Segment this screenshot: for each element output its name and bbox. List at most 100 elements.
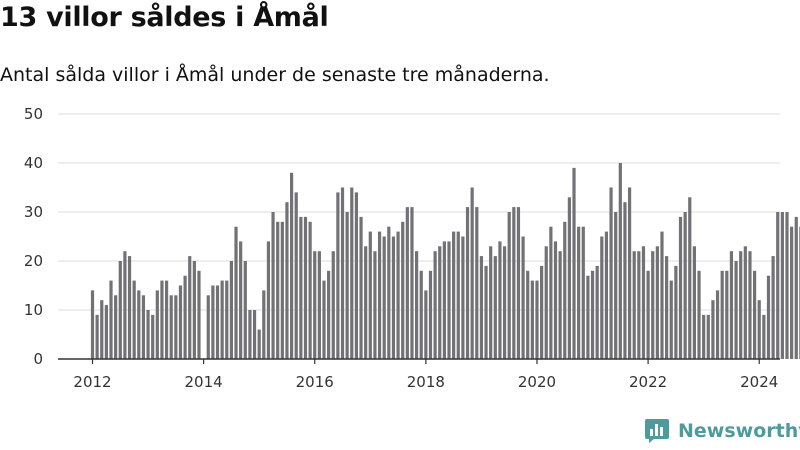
bar (502, 246, 507, 359)
bar (289, 172, 294, 359)
bar (331, 251, 335, 359)
bar (345, 212, 349, 359)
y-tick-label: 40 (24, 154, 43, 172)
bar (632, 251, 636, 359)
bar (188, 256, 192, 359)
bar (364, 246, 368, 359)
bar (581, 226, 585, 359)
newsworthy-logo: Newsworthy (644, 418, 800, 444)
bar (794, 216, 798, 359)
bar (308, 221, 312, 359)
bar (484, 265, 488, 359)
bar (127, 256, 132, 359)
bar (248, 310, 252, 359)
bar (327, 270, 331, 359)
bar (627, 187, 632, 359)
bar (391, 236, 396, 359)
x-axis: 20122014201620182020202220242026 (58, 358, 780, 391)
bar (266, 241, 271, 359)
bar (95, 314, 99, 359)
bar (294, 192, 298, 359)
x-tick-label: 2014 (185, 373, 223, 391)
x-tick-label: 2016 (296, 373, 334, 391)
bar (665, 256, 669, 359)
y-tick-label: 0 (33, 350, 43, 368)
bar (215, 285, 220, 359)
bar (660, 231, 664, 359)
bar (220, 280, 224, 359)
bar (438, 246, 442, 359)
bar (475, 207, 479, 359)
bar (442, 241, 446, 359)
bar (572, 167, 576, 359)
chart-title: 13 villor såldes i Åmål (0, 2, 329, 33)
bar (790, 226, 794, 359)
bar (239, 241, 243, 359)
y-tick-label: 50 (24, 105, 43, 123)
bar (340, 187, 345, 359)
bar (512, 207, 516, 359)
bar (540, 265, 544, 359)
bar (197, 270, 201, 359)
bar (174, 295, 178, 359)
bar (776, 212, 780, 359)
bar (641, 246, 646, 359)
bar (243, 261, 247, 359)
bar (743, 246, 747, 359)
bar (595, 265, 599, 359)
bar (762, 314, 766, 359)
bar (757, 300, 761, 359)
bar (600, 236, 604, 359)
bar (725, 270, 729, 359)
brand-name: Newsworthy (678, 420, 800, 442)
bar (766, 275, 771, 359)
bar (229, 261, 233, 359)
bar (401, 221, 405, 359)
bar (415, 251, 419, 359)
bar (516, 207, 521, 359)
bar (692, 246, 696, 359)
bar (373, 251, 377, 359)
bar (674, 265, 678, 359)
bar (604, 231, 609, 359)
bar (146, 310, 150, 359)
bar (169, 295, 173, 359)
bar (252, 310, 257, 359)
y-tick-label: 30 (24, 203, 43, 221)
x-tick-label: 2012 (73, 373, 111, 391)
bar (151, 314, 155, 359)
bar (785, 212, 789, 359)
bar (271, 212, 275, 359)
bar (257, 329, 261, 359)
bar (118, 261, 122, 359)
bar (114, 295, 118, 359)
x-tick-label: 2018 (407, 373, 445, 391)
bar (535, 280, 539, 359)
bar (530, 280, 534, 359)
bar (637, 251, 641, 359)
bar (160, 280, 164, 359)
bar (313, 251, 317, 359)
bar (262, 290, 266, 359)
bar (354, 192, 359, 359)
bar (405, 207, 409, 359)
bar (104, 305, 108, 359)
bar (155, 290, 159, 359)
bar (702, 314, 706, 359)
bar (739, 251, 743, 359)
bar (317, 251, 321, 359)
bar (479, 256, 484, 359)
bar (669, 280, 673, 359)
bar (553, 241, 558, 359)
bar (141, 295, 146, 359)
bar (461, 236, 465, 359)
bar (655, 246, 659, 359)
bar (526, 270, 530, 359)
bar (609, 187, 613, 359)
gridlines (58, 113, 780, 311)
chart-subtitle: Antal sålda villor i Åmål under de senas… (0, 64, 550, 86)
bar (285, 202, 289, 359)
bar (752, 270, 757, 359)
bar (729, 251, 734, 359)
bar (748, 251, 752, 359)
